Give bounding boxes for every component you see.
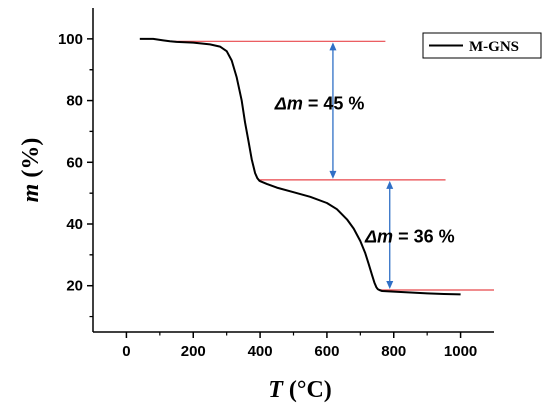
- x-axis-title: T (°C): [268, 377, 332, 403]
- delta-m-36-label: Δm = 36 %: [364, 226, 455, 246]
- reference-lines: [169, 40, 494, 291]
- ticks: [87, 38, 462, 338]
- y-tick-label-80: 80: [66, 93, 83, 110]
- x-tick-label-400: 400: [248, 343, 273, 360]
- delta-arrow-head-bottom-1: [329, 170, 337, 179]
- x-tick-label-0: 0: [122, 343, 130, 360]
- delta-arrow-head-top-1: [329, 42, 337, 51]
- y-axis-title: m (%): [18, 138, 44, 203]
- labels: 0 200 400 600 800 1000 20 40 60 80 100: [58, 31, 477, 360]
- delta-m-45-label: Δm = 45 %: [274, 94, 365, 114]
- legend: M-GNS: [422, 32, 542, 59]
- x-tick-label-200: 200: [181, 343, 206, 360]
- delta-arrow-head-bottom-2: [386, 281, 394, 290]
- x-tick-label-1000: 1000: [444, 343, 477, 360]
- y-tick-label-20: 20: [66, 278, 83, 295]
- legend-label-m-gns: M-GNS: [469, 39, 519, 55]
- x-tick-label-800: 800: [381, 343, 406, 360]
- series-line-m-gns: [139, 37, 461, 296]
- y-tick-label-40: 40: [66, 216, 83, 233]
- y-tick-label-60: 60: [66, 154, 83, 171]
- delta-arrows: [329, 42, 394, 290]
- x-tick-label-600: 600: [314, 343, 339, 360]
- y-tick-label-100: 100: [58, 31, 83, 48]
- delta-arrow-head-top-2: [386, 180, 394, 189]
- series-layer: [139, 37, 461, 296]
